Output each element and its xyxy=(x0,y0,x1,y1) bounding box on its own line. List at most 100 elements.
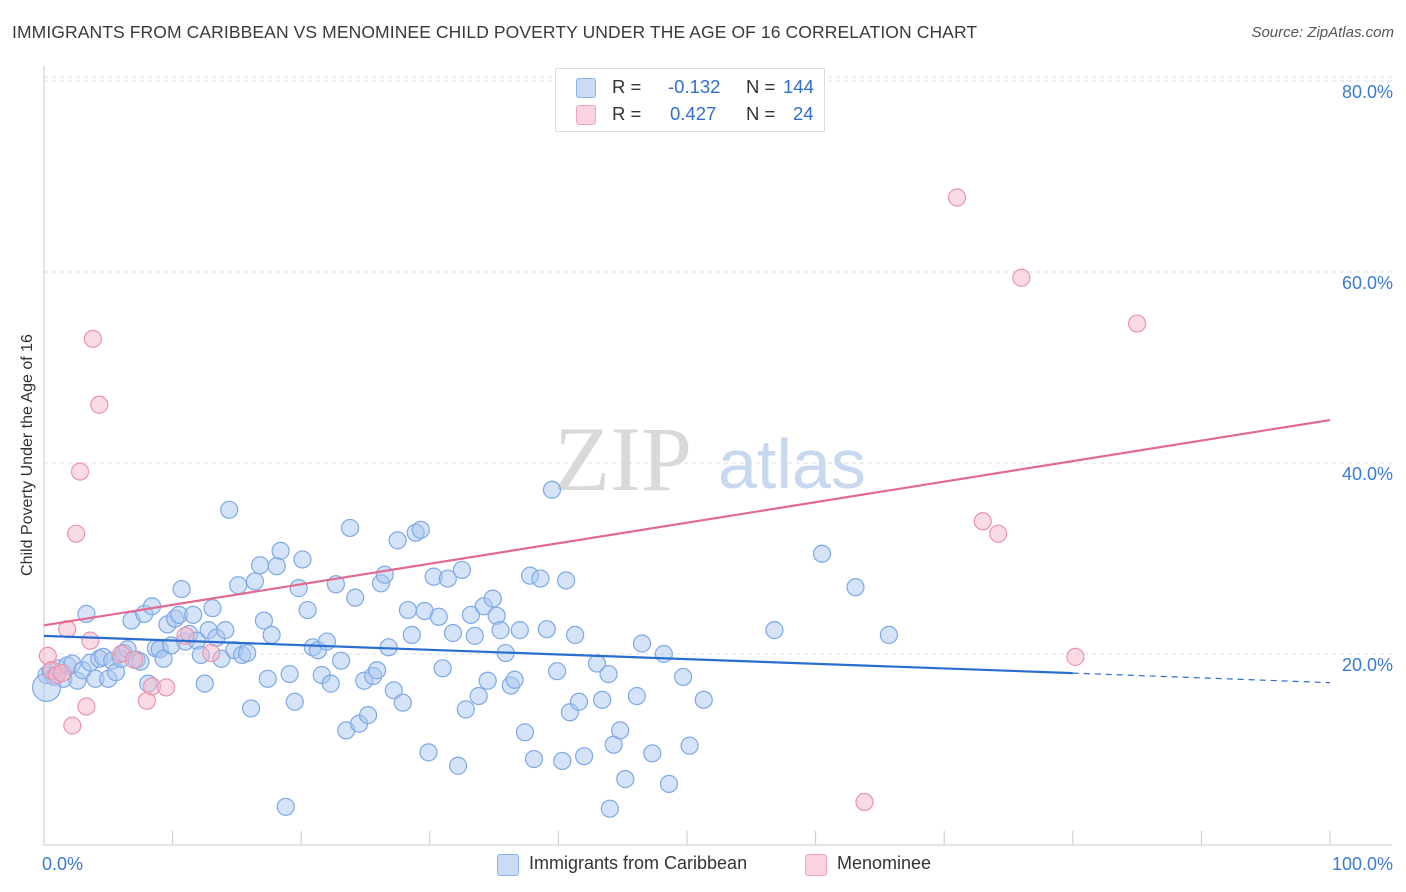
data-point-caribbean xyxy=(674,667,693,687)
data-point-caribbean xyxy=(317,632,337,651)
data-point-caribbean xyxy=(846,578,865,597)
data-point-caribbean xyxy=(276,797,295,816)
data-point-caribbean xyxy=(433,659,452,678)
data-point-caribbean xyxy=(505,670,524,689)
trend-line-caribbean-extension xyxy=(1072,672,1331,684)
data-point-caribbean xyxy=(879,625,899,645)
data-point-caribbean xyxy=(553,751,572,771)
data-point-caribbean xyxy=(184,605,203,624)
data-point-caribbean xyxy=(298,600,317,620)
data-point-caribbean xyxy=(321,674,340,693)
data-point-menominee xyxy=(1066,647,1085,666)
data-point-caribbean xyxy=(616,770,635,789)
data-point-menominee xyxy=(63,716,82,735)
legend-swatch-pink xyxy=(576,105,596,125)
data-point-caribbean xyxy=(452,560,472,580)
data-point-menominee xyxy=(124,650,144,669)
data-point-caribbean xyxy=(643,744,662,763)
bottom-legend-label-menominee: Menominee xyxy=(837,853,932,873)
data-point-caribbean xyxy=(627,686,646,706)
data-point-menominee xyxy=(157,678,176,697)
data-point-caribbean xyxy=(250,556,270,575)
bottom-legend-label-caribbean: Immigrants from Caribbean xyxy=(529,853,748,873)
y-tick-label: 60.0% xyxy=(1342,273,1393,293)
data-point-menominee xyxy=(77,697,96,716)
data-point-caribbean xyxy=(388,531,407,550)
data-point-caribbean xyxy=(154,649,173,668)
series-caribbean-points xyxy=(31,480,899,818)
data-point-caribbean xyxy=(600,799,619,818)
bottom-legend-swatch-pink xyxy=(805,854,827,876)
data-point-menominee xyxy=(52,663,72,683)
data-point-caribbean xyxy=(358,706,378,725)
data-point-caribbean xyxy=(654,644,673,664)
data-point-caribbean xyxy=(229,576,248,595)
data-point-caribbean xyxy=(429,607,448,626)
data-point-caribbean xyxy=(694,690,713,709)
data-point-caribbean xyxy=(238,643,257,663)
data-point-caribbean xyxy=(566,625,585,645)
correlation-legend: R = -0.132 N = 144 R = 0.427 N = 24 xyxy=(555,68,825,132)
data-point-menominee xyxy=(202,643,221,663)
y-tick-label: 40.0% xyxy=(1342,464,1393,484)
data-point-caribbean xyxy=(611,721,630,740)
data-point-menominee xyxy=(1127,314,1147,333)
data-point-caribbean xyxy=(557,571,576,590)
data-point-caribbean xyxy=(293,550,312,569)
data-point-menominee xyxy=(1012,268,1031,287)
bottom-legend-swatch-blue xyxy=(497,854,519,876)
x-tick-label-max: 100.0% xyxy=(1332,854,1393,874)
legend-r-value: 0.427 xyxy=(670,103,717,124)
legend-r-value: -0.132 xyxy=(668,76,721,97)
data-point-caribbean xyxy=(765,621,784,640)
data-point-menominee xyxy=(67,524,86,543)
data-point-caribbean xyxy=(285,692,304,711)
data-point-caribbean xyxy=(515,723,535,742)
data-point-caribbean xyxy=(548,662,567,681)
data-point-caribbean xyxy=(289,579,308,598)
chart-title: IMMIGRANTS FROM CARIBBEAN VS MENOMINEE C… xyxy=(12,22,978,42)
trend-line-menominee xyxy=(43,418,1331,627)
legend-r-label: R = xyxy=(612,76,642,97)
legend-n-value: 24 xyxy=(793,103,814,124)
data-point-caribbean xyxy=(411,520,430,539)
data-point-caribbean xyxy=(375,565,394,584)
data-point-menominee xyxy=(83,329,102,348)
data-point-caribbean xyxy=(195,674,214,693)
data-point-caribbean xyxy=(448,756,468,775)
data-point-caribbean xyxy=(216,621,235,640)
data-point-caribbean xyxy=(680,736,699,755)
data-point-caribbean xyxy=(340,518,360,538)
data-point-caribbean xyxy=(271,541,290,560)
data-point-caribbean xyxy=(478,671,497,690)
data-point-menominee xyxy=(855,792,874,812)
data-point-caribbean xyxy=(172,579,191,599)
data-point-caribbean xyxy=(542,480,562,499)
data-point-caribbean xyxy=(531,569,550,588)
data-point-caribbean xyxy=(569,692,589,711)
y-tick-label: 80.0% xyxy=(1342,82,1393,102)
data-point-caribbean xyxy=(483,589,502,608)
source-label: Source: ZipAtlas.com xyxy=(1251,24,1394,41)
legend-n-value: 144 xyxy=(783,76,814,97)
data-point-caribbean xyxy=(384,681,403,700)
tick-labels: 20.0% 40.0% 60.0% 80.0% 0.0% 100.0% xyxy=(42,82,1393,874)
trend-line-caribbean xyxy=(43,634,1073,675)
data-point-menominee xyxy=(973,512,992,531)
trend-lines xyxy=(43,418,1331,684)
data-point-caribbean xyxy=(659,774,679,793)
data-point-caribbean xyxy=(537,620,556,639)
data-point-caribbean xyxy=(812,544,832,563)
data-point-caribbean xyxy=(267,557,286,576)
data-point-caribbean xyxy=(367,661,387,680)
data-point-caribbean xyxy=(262,625,281,645)
data-point-caribbean xyxy=(402,625,421,645)
data-point-caribbean xyxy=(465,626,484,645)
data-point-caribbean xyxy=(241,699,261,718)
data-point-caribbean xyxy=(331,651,351,670)
data-point-caribbean xyxy=(461,605,481,624)
data-point-caribbean xyxy=(393,693,412,712)
data-point-caribbean xyxy=(510,621,529,640)
legend-r-label: R = xyxy=(612,103,642,124)
